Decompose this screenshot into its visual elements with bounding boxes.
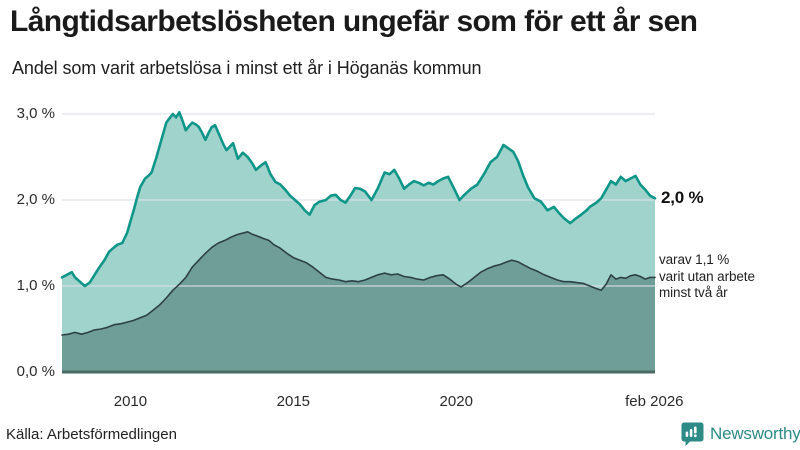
source-credit: Källa: Arbetsförmedlingen <box>6 426 177 443</box>
x-axis-tick-label: 2020 <box>439 393 473 410</box>
line-series2 <box>61 231 656 336</box>
series-end-value-label: 2,0 % <box>661 188 704 207</box>
logo-wordmark: Newsworthy <box>710 424 800 443</box>
chart-subtitle: Andel som varit arbetslösa i minst ett å… <box>12 58 482 78</box>
newsworthy-logo: Newsworthy <box>681 421 800 447</box>
line-series1 <box>60 111 657 288</box>
x-axis-tick-label: feb 2026 <box>625 393 684 410</box>
bar-chart-speech-bubble-icon <box>681 422 704 446</box>
y-axis-tick-label: 3,0 % <box>16 105 55 122</box>
y-axis-tick-label: 2,0 % <box>16 191 55 208</box>
series2-annotation: varav 1,1 % varit utan arbete minst två år <box>659 252 797 302</box>
y-axis-tick-label: 1,0 % <box>16 277 55 294</box>
y-axis-tick-label: 0,0 % <box>16 363 55 380</box>
annotation-line: varit utan arbete <box>659 268 755 284</box>
annotation-line: minst två år <box>659 285 728 301</box>
area-fill-series2 <box>62 231 655 372</box>
x-axis-tick-label: 2015 <box>276 393 311 410</box>
x-axis-tick-label: 2010 <box>113 393 148 410</box>
annotation-line: varav 1,1 % <box>659 252 730 267</box>
page-title: Långtidsarbetslösheten ungefär som för e… <box>10 5 698 38</box>
